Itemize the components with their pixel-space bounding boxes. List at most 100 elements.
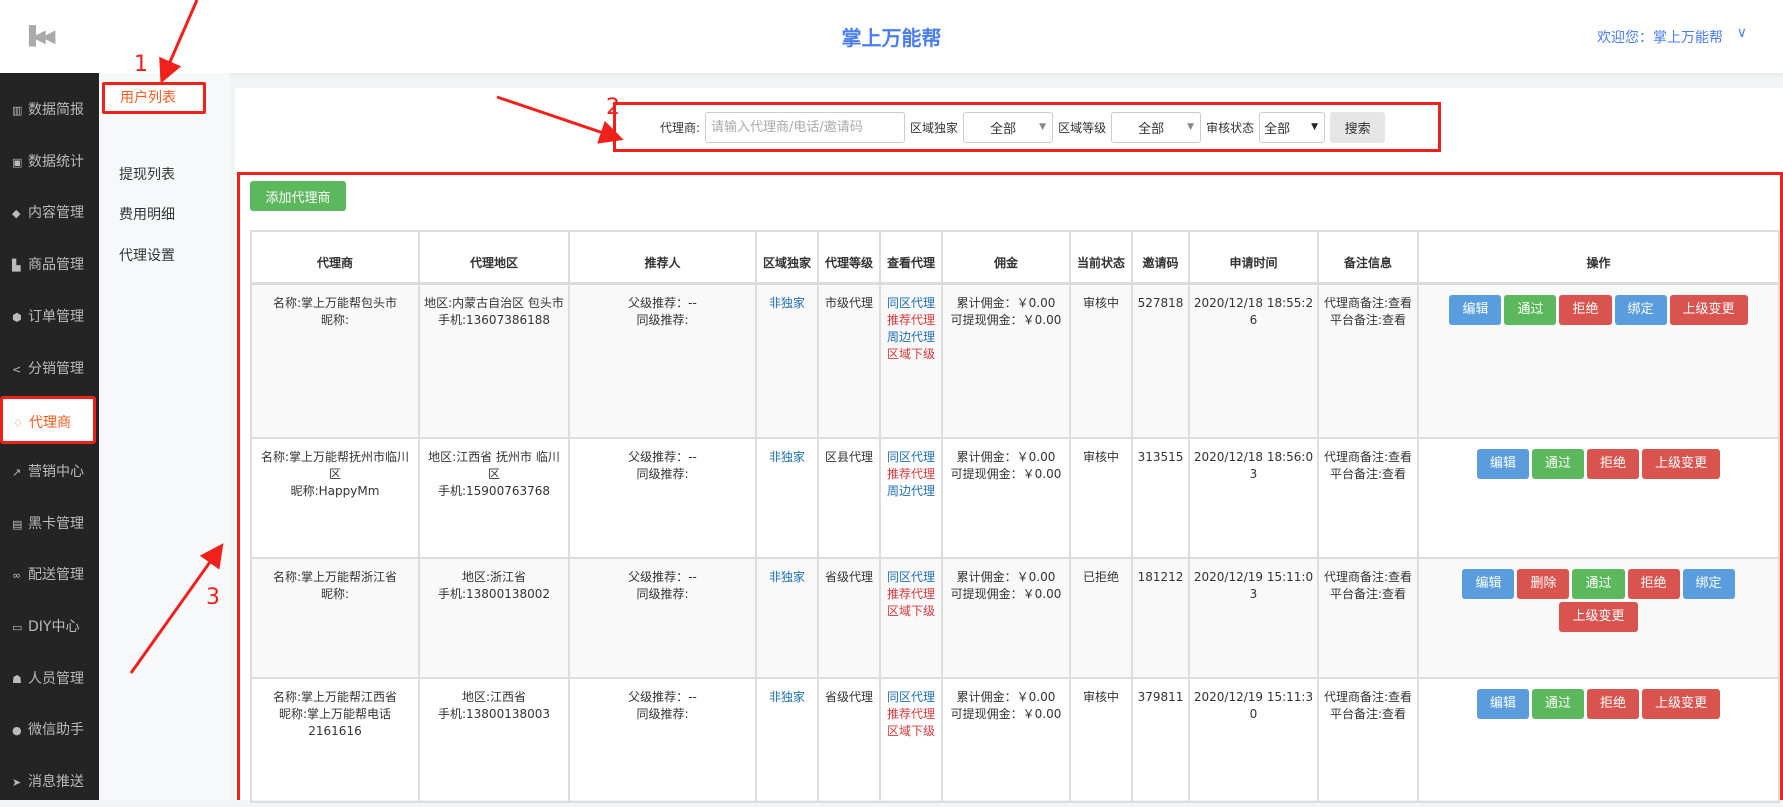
submenu-item-0[interactable]: 用户列表 <box>102 82 206 114</box>
add-agent-button[interactable]: 添加代理商 <box>250 181 346 211</box>
view-agent-link[interactable]: 同区代理 <box>886 295 935 310</box>
cell-line: 累计佣金：￥0.00 <box>956 295 1056 310</box>
action-button-上级变更[interactable]: 上级变更 <box>1642 449 1721 479</box>
sidebar-item-10[interactable]: ▭ DIY中心 <box>0 603 99 651</box>
sidebar-item-4[interactable]: ⬢ 订单管理 <box>0 293 99 341</box>
sidebar-item-7[interactable]: ↗ 营销中心 <box>0 448 99 496</box>
action-button-绑定[interactable]: 绑定 <box>1614 294 1667 325</box>
cell-line: 名称:掌上万能帮包头市 <box>272 295 398 310</box>
app-title: 掌上万能帮 <box>841 26 942 50</box>
action-button-上级变更[interactable]: 上级变更 <box>1642 689 1721 719</box>
bar-chart-icon: ▥ <box>12 104 23 117</box>
level-label: 区域等级 <box>1058 120 1107 135</box>
action-button-拒绝[interactable]: 拒绝 <box>1587 689 1640 719</box>
user-menu[interactable]: 欢迎您：掌上万能帮 <box>1597 30 1723 46</box>
sidebar-item-6[interactable]: ♢ 代理商 <box>0 396 96 445</box>
exclusive-link[interactable]: 非独家 <box>768 295 805 310</box>
remark-cell: 代理商备注:查看 平台备注:查看 <box>1317 677 1419 803</box>
submenu-item-3[interactable]: 代理设置 <box>119 247 175 264</box>
action-buttons: 编辑 通过 拒绝 绑定 上级变更 <box>1422 294 1775 325</box>
action-button-拒绝[interactable]: 拒绝 <box>1559 294 1612 325</box>
action-button-编辑[interactable]: 编辑 <box>1449 294 1502 325</box>
cell-line: 同级推荐: <box>636 707 689 721</box>
sidebar-item-label: 配送管理 <box>28 567 84 584</box>
exclusive-cell: 非独家 <box>755 282 819 439</box>
sidebar-item-1[interactable]: ▣ 数据统计 <box>0 138 99 186</box>
sidebar: ▥ 数据简报 ▣ 数据统计 ◆ 内容管理 ▙ 商品管理 ⬢ 订单管理 < 分销管理 ♢ 代理商 ↗ 营销中心 ▤… <box>0 73 99 800</box>
view-agent-link[interactable]: 推荐代理 <box>886 467 935 481</box>
agent-cell: 名称:掌上万能帮包头市 昵称: <box>250 282 420 439</box>
exclusive-select[interactable]: 全部 ▼ <box>963 111 1054 143</box>
view-agent-link[interactable]: 同区代理 <box>886 570 935 584</box>
sidebar-item-3[interactable]: ▙ 商品管理 <box>0 241 99 289</box>
action-button-上级变更[interactable]: 上级变更 <box>1559 602 1638 632</box>
sidebar-item-5[interactable]: < 分销管理 <box>0 345 99 393</box>
action-buttons: 编辑 删除 通过 拒绝 绑定上级变更 <box>1422 569 1775 632</box>
column-header: 佣金 <box>941 230 1071 285</box>
sidebar-item-2[interactable]: ◆ 内容管理 <box>0 189 99 237</box>
level-cell: 省级代理 <box>817 677 881 803</box>
remark-cell: 代理商备注:查看 平台备注:查看 <box>1317 282 1419 439</box>
sidebar-item-11[interactable]: ☗ 人员管理 <box>0 655 99 703</box>
cell-line: 昵称: <box>320 312 350 327</box>
view-agent-link[interactable]: 周边代理 <box>886 484 935 498</box>
view-agent-link[interactable]: 同区代理 <box>886 690 935 704</box>
view-agent-link[interactable]: 区域下级 <box>886 604 935 618</box>
cell-line: 代理商备注:查看 <box>1323 690 1413 704</box>
action-button-编辑[interactable]: 编辑 <box>1462 569 1515 599</box>
region-cell: 地区:江西省 抚州市 临川区 手机:15900763768 <box>418 437 570 559</box>
action-button-编辑[interactable]: 编辑 <box>1476 689 1529 719</box>
cell-line: 可提现佣金：￥0.00 <box>950 467 1062 481</box>
collapse-sidebar-icon[interactable]: ▐◀◀ <box>22 26 55 47</box>
cell-line: 昵称: <box>320 587 350 601</box>
chevron-down-icon[interactable]: ∨ <box>1736 25 1747 41</box>
action-button-删除[interactable]: 删除 <box>1517 569 1570 599</box>
cell-line: 代理商备注:查看 <box>1323 570 1413 584</box>
sidebar-item-0[interactable]: ▥ 数据简报 <box>0 86 99 134</box>
level-select[interactable]: 全部 ▼ <box>1111 111 1202 143</box>
column-header: 推荐人 <box>568 230 757 285</box>
column-header: 代理地区 <box>418 230 570 285</box>
sidebar-item-9[interactable]: ∞ 配送管理 <box>0 551 99 599</box>
motorcycle-icon: ∞ <box>12 569 22 583</box>
sidebar-item-label: 消息推送 <box>28 774 84 791</box>
cell-line: 累计佣金：￥0.00 <box>956 690 1056 704</box>
action-button-拒绝[interactable]: 拒绝 <box>1587 449 1640 479</box>
exclusive-cell: 非独家 <box>755 677 819 803</box>
region-cell: 地区:内蒙古自治区 包头市 手机:13607386188 <box>418 282 570 439</box>
agent-search-input[interactable] <box>705 111 906 143</box>
view-agent-link[interactable]: 同区代理 <box>886 450 935 464</box>
annotation-box-3 <box>237 172 1783 800</box>
sidebar-item-label: 数据统计 <box>28 153 84 170</box>
action-button-通过[interactable]: 通过 <box>1572 569 1625 599</box>
exclusive-link[interactable]: 非独家 <box>768 450 805 464</box>
action-button-通过[interactable]: 通过 <box>1531 689 1584 719</box>
exclusive-link[interactable]: 非独家 <box>768 690 805 704</box>
status-select[interactable]: 全部 ▼ <box>1259 111 1326 143</box>
cube-icon: ⬢ <box>12 310 22 324</box>
view-agent-link[interactable]: 周边代理 <box>886 329 935 344</box>
action-button-上级变更[interactable]: 上级变更 <box>1669 294 1748 325</box>
submenu-item-1[interactable]: 提现列表 <box>119 166 175 183</box>
view-agent-link[interactable]: 推荐代理 <box>886 312 935 327</box>
action-button-通过[interactable]: 通过 <box>1504 294 1557 325</box>
action-button-拒绝[interactable]: 拒绝 <box>1627 569 1680 599</box>
cell-line: 可提现佣金：￥0.00 <box>950 587 1062 601</box>
sidebar-item-8[interactable]: ▤ 黑卡管理 <box>0 500 99 548</box>
invite-code-cell: 181212 <box>1131 557 1190 679</box>
view-agent-link[interactable]: 推荐代理 <box>886 707 935 721</box>
view-agent-link[interactable]: 区域下级 <box>886 724 935 738</box>
search-button[interactable]: 搜索 <box>1330 111 1386 143</box>
cell-line: 父级推荐：-- <box>628 450 697 464</box>
sidebar-item-12[interactable]: ● 微信助手 <box>0 706 99 754</box>
action-button-通过[interactable]: 通过 <box>1531 449 1584 479</box>
invite-code-cell: 527818 <box>1131 282 1190 439</box>
submenu-item-2[interactable]: 费用明细 <box>119 207 175 223</box>
sidebar-item-13[interactable]: ➤ 消息推送 <box>0 758 99 806</box>
exclusive-link[interactable]: 非独家 <box>768 570 805 584</box>
view-agent-link[interactable]: 区域下级 <box>886 346 935 361</box>
action-button-编辑[interactable]: 编辑 <box>1476 449 1529 479</box>
status-cell: 审核中 <box>1069 677 1133 803</box>
action-button-绑定[interactable]: 绑定 <box>1682 569 1735 599</box>
view-agent-link[interactable]: 推荐代理 <box>886 587 935 601</box>
